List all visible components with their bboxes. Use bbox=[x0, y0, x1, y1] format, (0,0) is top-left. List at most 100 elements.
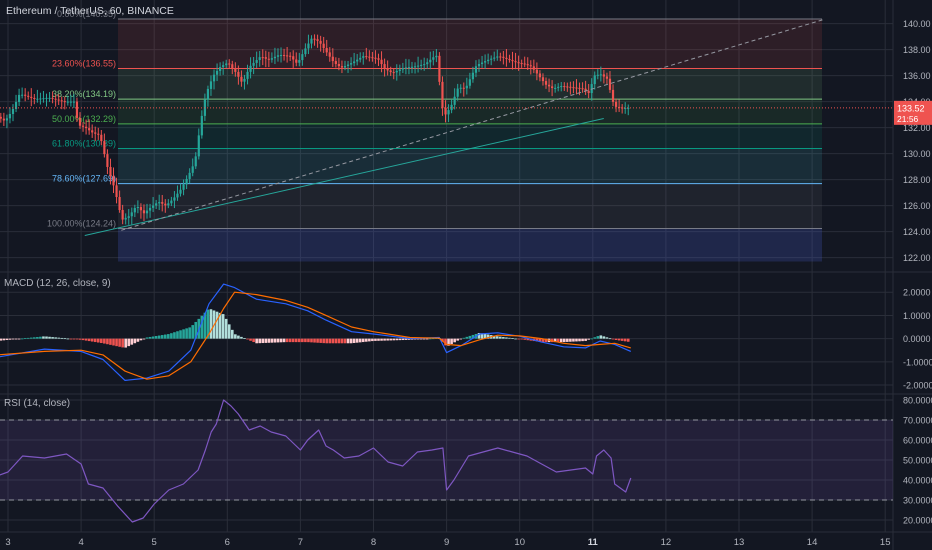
fib-level-label: 61.80%(130.39) bbox=[52, 139, 116, 149]
macd-histogram-bar bbox=[486, 334, 490, 339]
candle-body bbox=[69, 101, 72, 103]
macd-histogram-bar bbox=[60, 337, 64, 339]
macd-histogram-bar bbox=[182, 329, 185, 339]
macd-histogram-bar bbox=[36, 337, 39, 339]
candle-body bbox=[63, 101, 66, 103]
macd-histogram-bar bbox=[599, 335, 603, 339]
macd-histogram-bar bbox=[307, 338, 310, 343]
candle-body bbox=[158, 202, 161, 204]
candle-body bbox=[124, 217, 127, 220]
y-tick-label: 128.00 bbox=[903, 175, 931, 185]
candle-body bbox=[346, 64, 350, 67]
candle-body bbox=[161, 202, 164, 204]
candle-body bbox=[511, 60, 514, 62]
x-tick-label: 12 bbox=[661, 537, 672, 548]
candle-body bbox=[566, 86, 569, 88]
macd-histogram-bar bbox=[477, 332, 481, 339]
candle-body bbox=[127, 216, 130, 218]
candle-body bbox=[404, 67, 408, 69]
macd-histogram-bar bbox=[157, 335, 161, 339]
macd-histogram-bar bbox=[432, 338, 435, 340]
macd-histogram-bar bbox=[428, 338, 432, 340]
macd-histogram-bar bbox=[200, 315, 204, 339]
candle-body bbox=[322, 43, 325, 49]
macd-histogram-bar bbox=[84, 338, 88, 341]
candle-body bbox=[2, 118, 5, 121]
macd-histogram-bar bbox=[75, 338, 79, 340]
macd-histogram-bar bbox=[465, 336, 469, 339]
macd-histogram-bar bbox=[380, 338, 383, 341]
candles bbox=[0, 34, 630, 225]
candle-body bbox=[231, 64, 234, 69]
macd-histogram-bar bbox=[234, 334, 237, 339]
macd-histogram-bar bbox=[133, 338, 137, 344]
candle-body bbox=[602, 74, 605, 77]
macd-histogram-bar bbox=[605, 337, 609, 339]
macd-histogram-bar bbox=[106, 338, 109, 345]
y-tick-label: 2.0000 bbox=[903, 288, 931, 298]
candle-body bbox=[0, 116, 2, 119]
candle-body bbox=[60, 100, 63, 102]
candle-body bbox=[182, 184, 185, 190]
candle-body bbox=[176, 193, 179, 198]
candle-body bbox=[474, 66, 478, 73]
macd-histogram-bar bbox=[626, 338, 630, 342]
candle-body bbox=[191, 166, 194, 173]
macd-histogram-bar bbox=[130, 338, 134, 345]
candle-body bbox=[328, 52, 331, 57]
candle-body bbox=[441, 81, 444, 108]
candle-body bbox=[298, 60, 301, 63]
candle-body bbox=[544, 81, 548, 85]
signal-line bbox=[0, 291, 631, 380]
macd-histogram-bar bbox=[154, 336, 158, 339]
macd-histogram-bar bbox=[416, 338, 420, 340]
y-tick-label: 1.0000 bbox=[903, 311, 931, 321]
fib-level-label: 100.00%(124.24) bbox=[47, 218, 116, 228]
macd-histogram-bar bbox=[20, 338, 24, 340]
macd-histogram-bar bbox=[602, 336, 606, 339]
macd-histogram-bar bbox=[103, 338, 106, 344]
candle-body bbox=[97, 133, 100, 135]
candle-body bbox=[569, 86, 572, 88]
candle-body bbox=[353, 61, 356, 64]
rsi-title: RSI (14, close) bbox=[4, 398, 70, 409]
macd-histogram-bar bbox=[389, 338, 392, 341]
candle-body bbox=[252, 62, 255, 66]
fib-zone bbox=[118, 148, 822, 184]
macd-histogram-bar bbox=[361, 338, 365, 343]
macd-histogram-bar bbox=[447, 338, 450, 346]
candle-body bbox=[413, 66, 417, 68]
y-tick-label: 30.0000 bbox=[903, 496, 932, 506]
candle-body bbox=[234, 68, 237, 72]
candle-body bbox=[255, 60, 258, 63]
candle-body bbox=[578, 87, 581, 89]
trendlines[interactable] bbox=[84, 19, 824, 236]
macd-histogram-bar bbox=[495, 336, 499, 339]
candle-body bbox=[57, 99, 60, 101]
macd-histogram-bar bbox=[480, 333, 484, 339]
candle-body bbox=[200, 115, 203, 136]
candle-body bbox=[270, 58, 273, 60]
candle-body bbox=[593, 75, 596, 85]
candle-body bbox=[289, 55, 292, 57]
macd-histogram-bar bbox=[526, 338, 530, 341]
macd-histogram-bar bbox=[264, 338, 268, 343]
macd-histogram-bar bbox=[63, 338, 67, 340]
macd-histogram-bar bbox=[386, 338, 389, 341]
macd-histogram-bar bbox=[617, 338, 621, 341]
macd-histogram-bar bbox=[11, 338, 15, 340]
candle-body bbox=[386, 68, 389, 71]
candle-body bbox=[27, 95, 30, 97]
macd-histogram-bar bbox=[115, 338, 118, 347]
candle-body bbox=[100, 134, 103, 142]
macd-histogram-bar bbox=[310, 338, 313, 343]
y-tick-label: 132.00 bbox=[903, 123, 931, 133]
candle-body bbox=[212, 74, 216, 82]
candle-body bbox=[337, 63, 340, 67]
macd-histogram-bar bbox=[5, 338, 9, 340]
fib-level-label: 78.60%(127.69) bbox=[52, 174, 116, 184]
candle-body bbox=[356, 59, 359, 62]
candle-body bbox=[557, 86, 560, 88]
fibonacci-retracement[interactable]: 0.00%(140.35) 23.60%(136.55) 38.20%(134.19… bbox=[47, 9, 822, 262]
macd-histogram-bar bbox=[425, 338, 429, 340]
